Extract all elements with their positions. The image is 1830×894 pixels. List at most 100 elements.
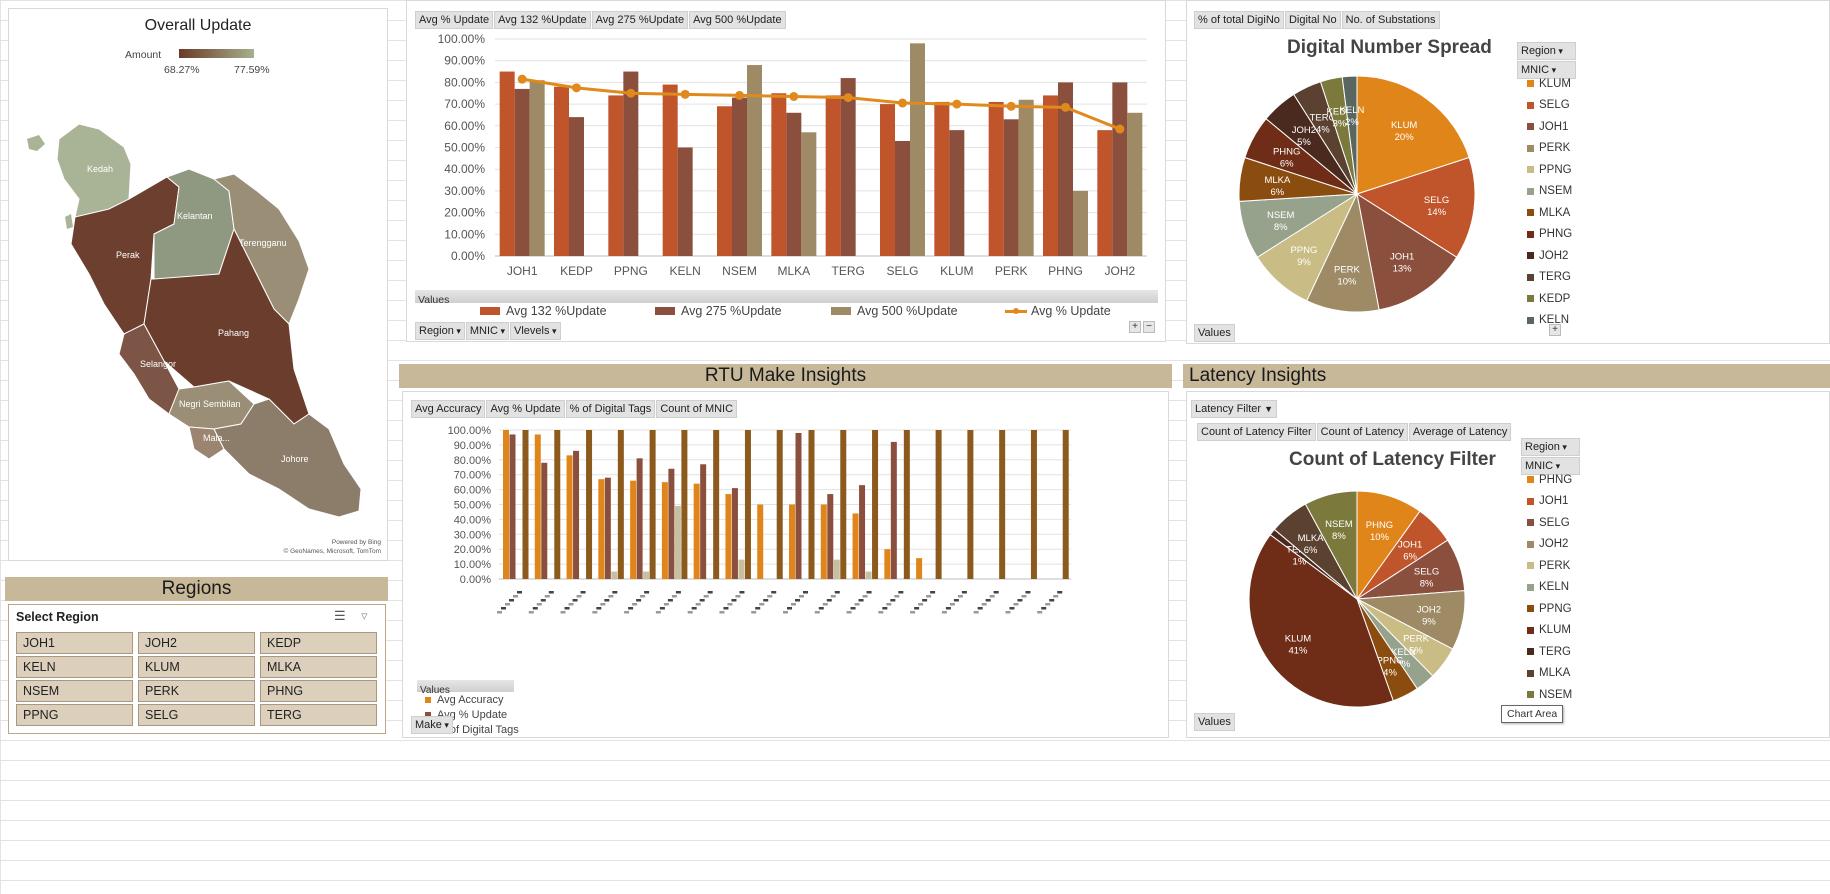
digital-legend-item: TERG <box>1527 267 1572 289</box>
y-tick-label: 0.00% <box>451 249 485 263</box>
field-avg-132[interactable]: Avg 132 %Update <box>494 11 591 29</box>
field-avg-accuracy[interactable]: Avg Accuracy <box>411 400 486 418</box>
field-avg-latency[interactable]: Average of Latency <box>1408 423 1512 441</box>
field-rtu-avg-update[interactable]: Avg % Update <box>486 400 565 418</box>
rtu-bar-9-s0 <box>789 504 795 579</box>
latency-legend-label: JOH1 <box>1539 495 1569 508</box>
slicer-item-phng[interactable]: PHNG <box>260 680 377 702</box>
bar-phng-s1 <box>1058 82 1073 257</box>
latency-values-button[interactable]: Values <box>1194 713 1235 731</box>
latency-legend-label: KLUM <box>1539 624 1571 637</box>
slicer-item-terg[interactable]: TERG <box>260 704 377 726</box>
field-avg-update[interactable]: Avg % Update <box>415 11 494 29</box>
slicer-item-perk[interactable]: PERK <box>138 680 255 702</box>
digital-filter-region[interactable]: Region <box>1517 42 1576 60</box>
x-tick-mark <box>608 595 614 598</box>
rtu-legend-update: Avg % Update <box>425 709 507 721</box>
field-digital-tags[interactable]: % of Digital Tags <box>565 400 656 418</box>
avg-update-marker <box>517 74 527 84</box>
latency-legend-item: TERG <box>1527 641 1572 663</box>
field-count-latency[interactable]: Count of Latency <box>1316 423 1408 441</box>
digital-legend-item: PHNG <box>1527 224 1572 246</box>
latency-legend-item: PERK <box>1527 555 1572 577</box>
rtu-bar-3-s1 <box>604 477 611 579</box>
map-label-johore: Johore <box>281 454 309 464</box>
latency-filter-region[interactable]: Region <box>1521 438 1580 456</box>
latency-legend-label: KELN <box>1539 581 1570 594</box>
field-substations[interactable]: No. of Substations <box>1341 11 1440 29</box>
filter-vlevels[interactable]: Vlevels <box>510 322 561 340</box>
x-tick-mark <box>894 595 900 598</box>
digital-filter-mnic[interactable]: MNIC <box>1517 61 1576 79</box>
slicer-item-selg[interactable]: SELG <box>138 704 255 726</box>
pie-pct-joh2: 5% <box>1297 137 1311 148</box>
latency-pie-chart[interactable]: PHNG10%JOH16%SELG8%JOH29%PERK5%KELN3%PPN… <box>1207 474 1507 724</box>
field-count-latency-filter[interactable]: Count of Latency Filter <box>1197 423 1316 441</box>
slicer-item-ppng[interactable]: PPNG <box>16 704 133 726</box>
slicer-item-nsem[interactable]: NSEM <box>16 680 133 702</box>
clear-filter-icon[interactable]: ▿ <box>361 608 368 623</box>
field-count-mnic[interactable]: Count of MNIC <box>656 400 738 418</box>
digital-panel[interactable]: % of total DigiNo Digital No No. of Substa… <box>1186 0 1830 344</box>
map-island-langkawi <box>27 135 45 151</box>
filter-mnic[interactable]: MNIC <box>465 322 510 340</box>
multi-select-icon[interactable]: ☰ <box>334 608 346 623</box>
pie-label-nsem: NSEM <box>1325 519 1353 530</box>
bar-nsem-s1 <box>732 97 747 256</box>
filter-make[interactable]: Make <box>411 716 453 734</box>
x-tick-mark <box>624 611 630 614</box>
update-legend-avg: Avg % Update <box>1005 304 1111 318</box>
x-tick-mark <box>818 607 824 610</box>
rtu-bar-chart[interactable]: 0.00% 10.00% 20.00% 30.00% 40.00% 50.00% 60.00… <box>403 392 1170 682</box>
slicer-item-joh2[interactable]: JOH2 <box>138 632 255 654</box>
bar-selg-s2 <box>910 43 925 257</box>
legend-text-275: Avg 275 %Update <box>681 304 782 318</box>
field-total-diginO[interactable]: % of total DigiNo <box>1194 11 1284 29</box>
peninsular-map[interactable] <box>9 69 389 549</box>
latency-legend-swatch <box>1527 476 1534 484</box>
field-avg-500[interactable]: Avg 500 %Update <box>689 11 786 29</box>
latency-legend-swatch <box>1527 519 1534 527</box>
rtu-chart-panel[interactable]: Avg Accuracy Avg % Update% of Digital Tag… <box>402 391 1169 738</box>
slicer-item-keln[interactable]: KELN <box>16 656 133 678</box>
x-tick-mark <box>497 611 502 614</box>
latency-legend-item: JOH2 <box>1527 534 1572 556</box>
latency-legend-item: KLUM <box>1527 620 1572 642</box>
slicer-item-klum[interactable]: KLUM <box>138 656 255 678</box>
legend-text-digital: % of Digital Tags <box>437 724 519 736</box>
latency-legend-item: SELG <box>1527 512 1572 534</box>
digital-legend-swatch <box>1527 123 1534 131</box>
x-tick-label: TERG <box>831 264 864 278</box>
x-tick-mark <box>914 607 920 610</box>
field-digital-no[interactable]: Digital No <box>1284 11 1341 29</box>
slicer-item-kedp[interactable]: KEDP <box>260 632 377 654</box>
map-legend-label: Amount <box>125 49 162 61</box>
update-bar-chart[interactable]: 0.00% 10.00% 20.00% 30.00% 40.00% 50.00% 60.00… <box>407 1 1167 286</box>
map-legend-max: 77.59% <box>234 64 270 76</box>
latency-legend-label: JOH2 <box>1539 538 1569 551</box>
latency-filter-button[interactable]: Latency Filter ▼ <box>1191 400 1278 418</box>
digital-expand-icon[interactable]: + <box>1549 324 1561 336</box>
x-tick-mark <box>1005 611 1011 614</box>
expand-icon[interactable]: + <box>1129 321 1141 333</box>
x-tick-mark <box>878 611 884 614</box>
slicer-item-joh1[interactable]: JOH1 <box>16 632 133 654</box>
update-legend-132: Avg 132 %Update <box>480 304 607 318</box>
avg-update-marker <box>626 88 636 98</box>
slicer-item-mlka[interactable]: MLKA <box>260 656 377 678</box>
collapse-icon[interactable]: − <box>1143 321 1155 333</box>
x-tick-mark <box>910 611 916 614</box>
pie-label-selg: SELG <box>1424 195 1449 206</box>
digital-values-button[interactable]: Values <box>1194 324 1235 342</box>
digital-legend-item: JOH2 <box>1527 245 1572 267</box>
latency-panel[interactable]: Latency Filter ▼ Count of Latency Filter… <box>1186 391 1830 738</box>
filter-region[interactable]: Region <box>415 322 465 340</box>
avg-update-marker <box>1115 124 1125 134</box>
field-avg-275[interactable]: Avg 275 %Update <box>591 11 689 29</box>
x-tick-mark <box>957 595 963 598</box>
latency-filter-mnic[interactable]: MNIC <box>1521 457 1580 475</box>
digital-legend-item: KLUM <box>1527 73 1572 95</box>
update-chart-panel[interactable]: Avg % Update Avg 132 %Update Avg 275 %Upda… <box>406 0 1166 342</box>
x-tick-mark <box>612 591 618 594</box>
